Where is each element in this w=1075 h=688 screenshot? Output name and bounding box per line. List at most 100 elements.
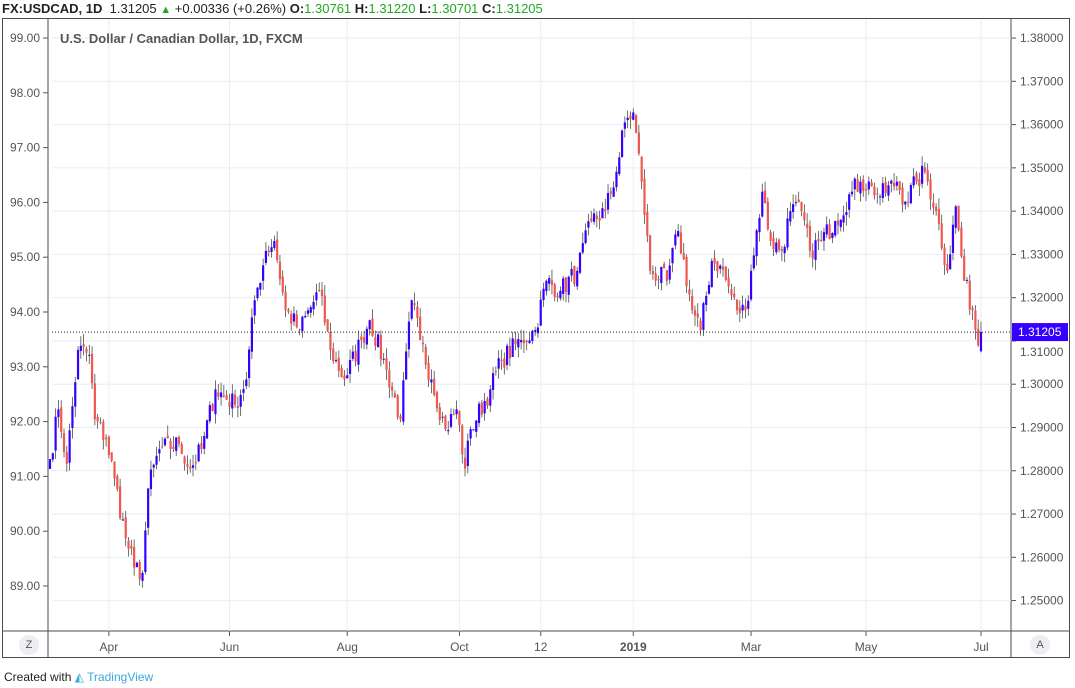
candle-up [814,240,817,260]
candle-down [278,261,282,280]
candle-down [124,517,127,539]
candle-up [455,409,458,415]
candle-up [447,430,450,432]
candle-down [236,406,239,408]
candle-up [668,265,671,280]
symbol-header: FX:USDCAD, 1D 1.31205 ▲ +0.00336 (+0.26%… [2,1,543,16]
candle-down [290,314,293,324]
time-axis-label: Jun [220,640,239,654]
candle-up [242,389,245,393]
candle-down [828,224,831,240]
candle-up [747,300,750,309]
candle-up [292,313,296,322]
candle-down [172,446,175,449]
candle-up [534,330,537,332]
candle-up [719,265,722,269]
candle-up [949,254,952,270]
right-axis-label: 1.36000 [1020,118,1064,132]
candle-up [511,338,514,357]
right-axis-label: 1.33000 [1020,247,1064,261]
candle-up [76,350,80,380]
candle-up [792,204,795,212]
candle-up [309,307,312,313]
candle-down [267,250,270,253]
candle-up [825,224,828,235]
candle-down [113,461,116,479]
candle-down [522,339,526,344]
candle-up [135,562,139,568]
candle-down [926,170,929,182]
candle-up [581,243,584,253]
candle-down [780,249,784,251]
candle-down [836,220,840,226]
candle-up [606,193,610,210]
candle-down [651,271,655,275]
auto-scale-button[interactable]: A [1030,635,1050,655]
candle-down [444,415,447,430]
candle-up [677,231,680,237]
candle-up [674,234,677,246]
candle-up [895,181,898,186]
close-label: C: [482,1,496,16]
candle-down [177,436,181,444]
candle-up [205,420,209,439]
candle-down [284,291,287,311]
left-axis-label: 95.00 [10,250,40,264]
zoom-reset-button[interactable]: Z [19,635,39,655]
candle-up [775,242,778,253]
time-axis-label: May [855,640,878,654]
candle-up [491,373,495,391]
candle-down [326,319,329,331]
candle-up [79,345,82,352]
candle-down [374,337,377,346]
candle-down [682,252,685,260]
candle-up [71,406,74,428]
candle-up [536,327,540,334]
candle-down [463,457,467,469]
candle-down [654,273,657,281]
candle-down [343,375,346,380]
candle-up [163,438,167,446]
candle-down [433,378,436,395]
candle-up [219,392,223,398]
candle-down [329,331,332,351]
candle-up [710,260,713,288]
candle-down [161,446,164,448]
candle-down [556,295,559,298]
candle-down [862,179,865,191]
candle-down [649,235,652,271]
candle-up [51,453,54,460]
candle-down [724,266,727,281]
candle-up [545,280,548,292]
candle-up [368,320,371,330]
candle-down [318,289,321,291]
candle-down [104,437,108,440]
candle-up [54,416,57,451]
candle-up [887,185,890,196]
candle-down [744,305,747,311]
candle-down [963,255,966,281]
candle-down [295,314,298,328]
candle-up [921,165,924,184]
candle-down [733,293,736,298]
candle-up [584,230,587,244]
candle-up [144,530,147,573]
candle-up [626,117,629,121]
high-value: 1.31220 [368,1,416,16]
right-axis-label: 1.26000 [1020,550,1064,564]
candle-down [435,392,439,409]
candle-down [929,179,932,200]
tradingview-link[interactable]: TradingView [87,670,154,684]
candle-up [951,224,955,253]
candle-up [250,317,254,352]
candle-up [853,178,856,190]
candle-up [346,375,349,379]
candle-up [197,444,200,462]
candle-down [127,540,130,549]
candle-down [957,205,960,230]
candle-down [806,223,809,228]
candle-down [901,187,904,205]
candle-down [721,266,725,270]
candle-up [567,276,570,295]
